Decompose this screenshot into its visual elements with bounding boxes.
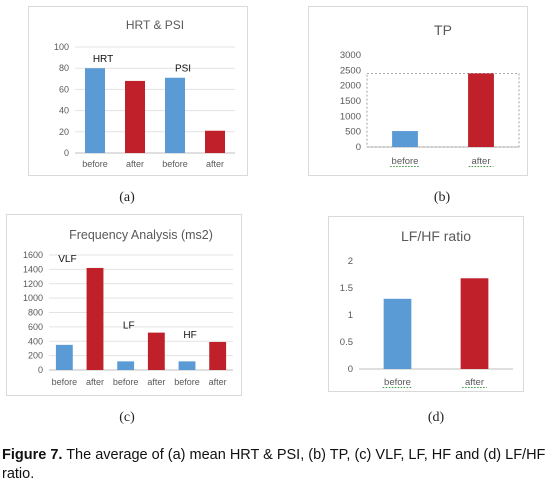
y-tick-label: 800 bbox=[28, 308, 43, 318]
y-tick-label: 0 bbox=[348, 364, 353, 375]
chart-d-svg: LF/HF ratio 0 0.5 1 1.5 2 before after bbox=[340, 228, 513, 388]
group-label: LF bbox=[123, 321, 135, 332]
bar-before bbox=[383, 298, 412, 369]
y-tick-label: 1000 bbox=[340, 111, 361, 122]
x-tick-label: after bbox=[209, 377, 227, 387]
group-label: HF bbox=[183, 330, 196, 341]
x-tick-label: after bbox=[126, 159, 144, 169]
group-label: PSI bbox=[175, 64, 191, 75]
y-tick-label: 500 bbox=[345, 127, 361, 138]
y-tick-label: 1400 bbox=[23, 264, 43, 274]
bar-after bbox=[468, 73, 494, 147]
group-label: HRT bbox=[93, 54, 113, 65]
group-label: VLF bbox=[58, 254, 76, 265]
x-tick-label: before bbox=[113, 377, 139, 387]
bar-before bbox=[392, 131, 418, 147]
y-tick-label: 60 bbox=[59, 84, 69, 94]
y-tick-label: 1.5 bbox=[340, 283, 353, 294]
y-tick-label: 1 bbox=[348, 310, 353, 321]
y-tick-label: 400 bbox=[28, 336, 43, 346]
value-reference-frame bbox=[366, 73, 520, 148]
y-tick-label: 1000 bbox=[23, 293, 43, 303]
y-tick-label: 40 bbox=[59, 106, 69, 116]
x-tick-label: after bbox=[86, 377, 104, 387]
chart-panel-a: HRT & PSI 0 20 40 60 80 100 before after before af… bbox=[28, 6, 248, 176]
y-tick-label: 0.5 bbox=[340, 337, 353, 348]
x-tick-label: before bbox=[174, 377, 200, 387]
chart-panel-b: TP 0 500 1000 1500 2000 2500 3000 before after bbox=[308, 6, 528, 176]
y-tick-label: 3000 bbox=[340, 50, 361, 61]
bar-before bbox=[178, 361, 196, 370]
bar-after bbox=[125, 80, 145, 153]
x-tick-label: after bbox=[206, 159, 224, 169]
bar-after bbox=[205, 130, 225, 153]
chart-c-svg: Frequency Analysis (ms2) 0 200 400 600 800 100… bbox=[23, 228, 233, 387]
y-tick-label: 0 bbox=[64, 148, 69, 158]
chart-title: TP bbox=[434, 22, 452, 38]
bar-after bbox=[147, 332, 165, 370]
sublabel-b: (b) bbox=[433, 190, 451, 205]
x-tick-label: before bbox=[162, 159, 188, 169]
y-tick-label: 2 bbox=[348, 256, 353, 267]
x-tick-label: before bbox=[384, 377, 411, 388]
x-tick-label: before bbox=[392, 156, 419, 167]
chart-title: LF/HF ratio bbox=[401, 228, 471, 244]
y-tick-label: 100 bbox=[54, 42, 69, 52]
bar-before bbox=[85, 68, 105, 153]
bar-after bbox=[209, 341, 227, 370]
sublabel-a: (a) bbox=[119, 190, 135, 205]
chart-panel-c: Frequency Analysis (ms2) 0 200 400 600 800 100… bbox=[6, 214, 242, 396]
x-tick-label: after bbox=[471, 156, 490, 167]
y-tick-label: 1500 bbox=[340, 96, 361, 107]
x-tick-label: before bbox=[52, 377, 78, 387]
x-tick-label: after bbox=[147, 377, 165, 387]
x-tick-label: before bbox=[82, 159, 108, 169]
chart-panel-d: LF/HF ratio 0 0.5 1 1.5 2 before after bbox=[328, 216, 524, 392]
y-tick-label: 2500 bbox=[340, 65, 361, 76]
chart-title: HRT & PSI bbox=[126, 18, 184, 32]
x-tick-label: after bbox=[465, 377, 484, 388]
y-tick-label: 1600 bbox=[23, 250, 43, 260]
bar-after bbox=[86, 267, 104, 370]
caption-text: The average of (a) mean HRT & PSI, (b) T… bbox=[2, 447, 546, 482]
y-tick-label: 0 bbox=[356, 142, 361, 153]
bar-before bbox=[165, 77, 185, 153]
caption-label: Figure 7. bbox=[2, 447, 63, 463]
bar-after bbox=[460, 278, 489, 369]
bar-before bbox=[117, 361, 135, 370]
y-tick-label: 2000 bbox=[340, 81, 361, 92]
sublabel-c: (c) bbox=[119, 410, 135, 425]
chart-b-svg: TP 0 500 1000 1500 2000 2500 3000 before after bbox=[340, 22, 520, 167]
y-tick-label: 20 bbox=[59, 127, 69, 137]
y-tick-label: 200 bbox=[28, 351, 43, 361]
y-tick-label: 80 bbox=[59, 63, 69, 73]
y-tick-label: 0 bbox=[38, 365, 43, 375]
chart-a-svg: HRT & PSI 0 20 40 60 80 100 before after before af… bbox=[54, 18, 235, 169]
chart-title: Frequency Analysis (ms2) bbox=[69, 228, 213, 242]
y-tick-label: 1200 bbox=[23, 279, 43, 289]
sublabel-d: (d) bbox=[427, 410, 445, 425]
figure-caption: Figure 7. The average of (a) mean HRT & … bbox=[2, 446, 554, 484]
y-tick-label: 600 bbox=[28, 322, 43, 332]
bar-before bbox=[55, 344, 73, 370]
